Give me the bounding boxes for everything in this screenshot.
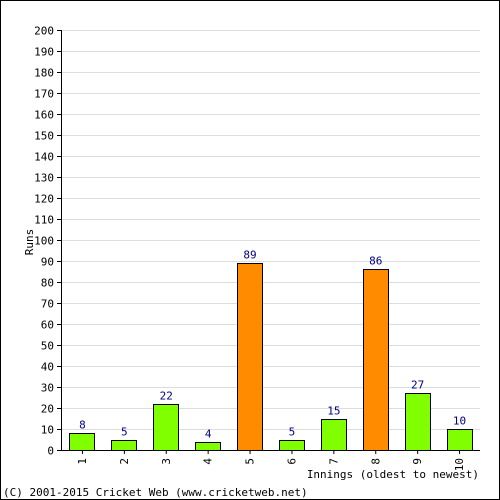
y-tick-label: 130 [34, 172, 54, 185]
y-tick-label: 90 [41, 256, 54, 269]
x-tick-label: 2 [118, 458, 131, 465]
bar [279, 440, 305, 451]
x-tick-label: 1 [76, 458, 89, 465]
y-tick-label: 70 [41, 298, 54, 311]
bar-value-label: 10 [453, 415, 466, 428]
y-axis-ticks: 0 10 20 30 40 50 60 70 80 90 100 110 120 130 140 150 160… [34, 25, 61, 458]
y-tick-label: 30 [41, 382, 54, 395]
y-tick-label: 200 [34, 25, 54, 38]
y-tick-label: 170 [34, 88, 54, 101]
grid-lines [61, 30, 480, 430]
bar [195, 442, 221, 451]
x-tick-label: 7 [327, 458, 340, 465]
bar [111, 440, 137, 451]
y-tick-label: 60 [41, 319, 54, 332]
bar [363, 269, 389, 451]
x-axis-label: Innings (oldest to newest) [307, 468, 479, 481]
bar-value-label: 8 [79, 419, 86, 432]
y-tick-label: 160 [34, 109, 54, 122]
x-tick-label: 9 [411, 458, 424, 465]
x-tick-label: 10 [453, 458, 466, 471]
bar-value-label: 5 [121, 426, 128, 439]
x-tick-label: 5 [244, 458, 257, 465]
bar-value-label: 4 [205, 428, 212, 441]
bar-value-label: 27 [411, 379, 424, 392]
bar [237, 263, 263, 451]
bar [153, 404, 179, 451]
bar-value-label: 22 [160, 390, 173, 403]
bar [447, 429, 473, 451]
bar-value-label: 5 [289, 426, 296, 439]
y-tick-label: 80 [41, 277, 54, 290]
y-tick-label: 110 [34, 214, 54, 227]
y-tick-label: 0 [47, 445, 54, 458]
y-tick-label: 180 [34, 67, 54, 80]
y-tick-label: 150 [34, 130, 54, 143]
x-axis-ticks: 1 2 3 4 5 6 7 8 9 10 [76, 450, 466, 471]
bars: 8 5 22 4 89 5 15 86 27 10 [69, 249, 473, 451]
bar [321, 419, 347, 451]
bar-value-label: 86 [369, 255, 382, 268]
y-tick-label: 50 [41, 340, 54, 353]
y-tick-label: 140 [34, 151, 54, 164]
y-tick-label: 20 [41, 403, 54, 416]
y-tick-label: 190 [34, 46, 54, 59]
x-tick-label: 3 [160, 458, 173, 465]
y-tick-label: 40 [41, 361, 54, 374]
y-tick-label: 100 [34, 235, 54, 248]
x-tick-label: 4 [202, 458, 215, 465]
y-axis-label: Runs [23, 229, 36, 256]
bar-value-label: 15 [327, 405, 340, 418]
copyright-footer: (C) 2001-2015 Cricket Web (www.cricketwe… [3, 486, 308, 499]
y-tick-label: 120 [34, 193, 54, 206]
bar [69, 433, 95, 451]
bar-value-label: 89 [243, 249, 256, 262]
y-tick-label: 10 [41, 424, 54, 437]
x-tick-label: 6 [285, 458, 298, 465]
bar [405, 393, 431, 451]
x-tick-label: 8 [369, 458, 382, 465]
